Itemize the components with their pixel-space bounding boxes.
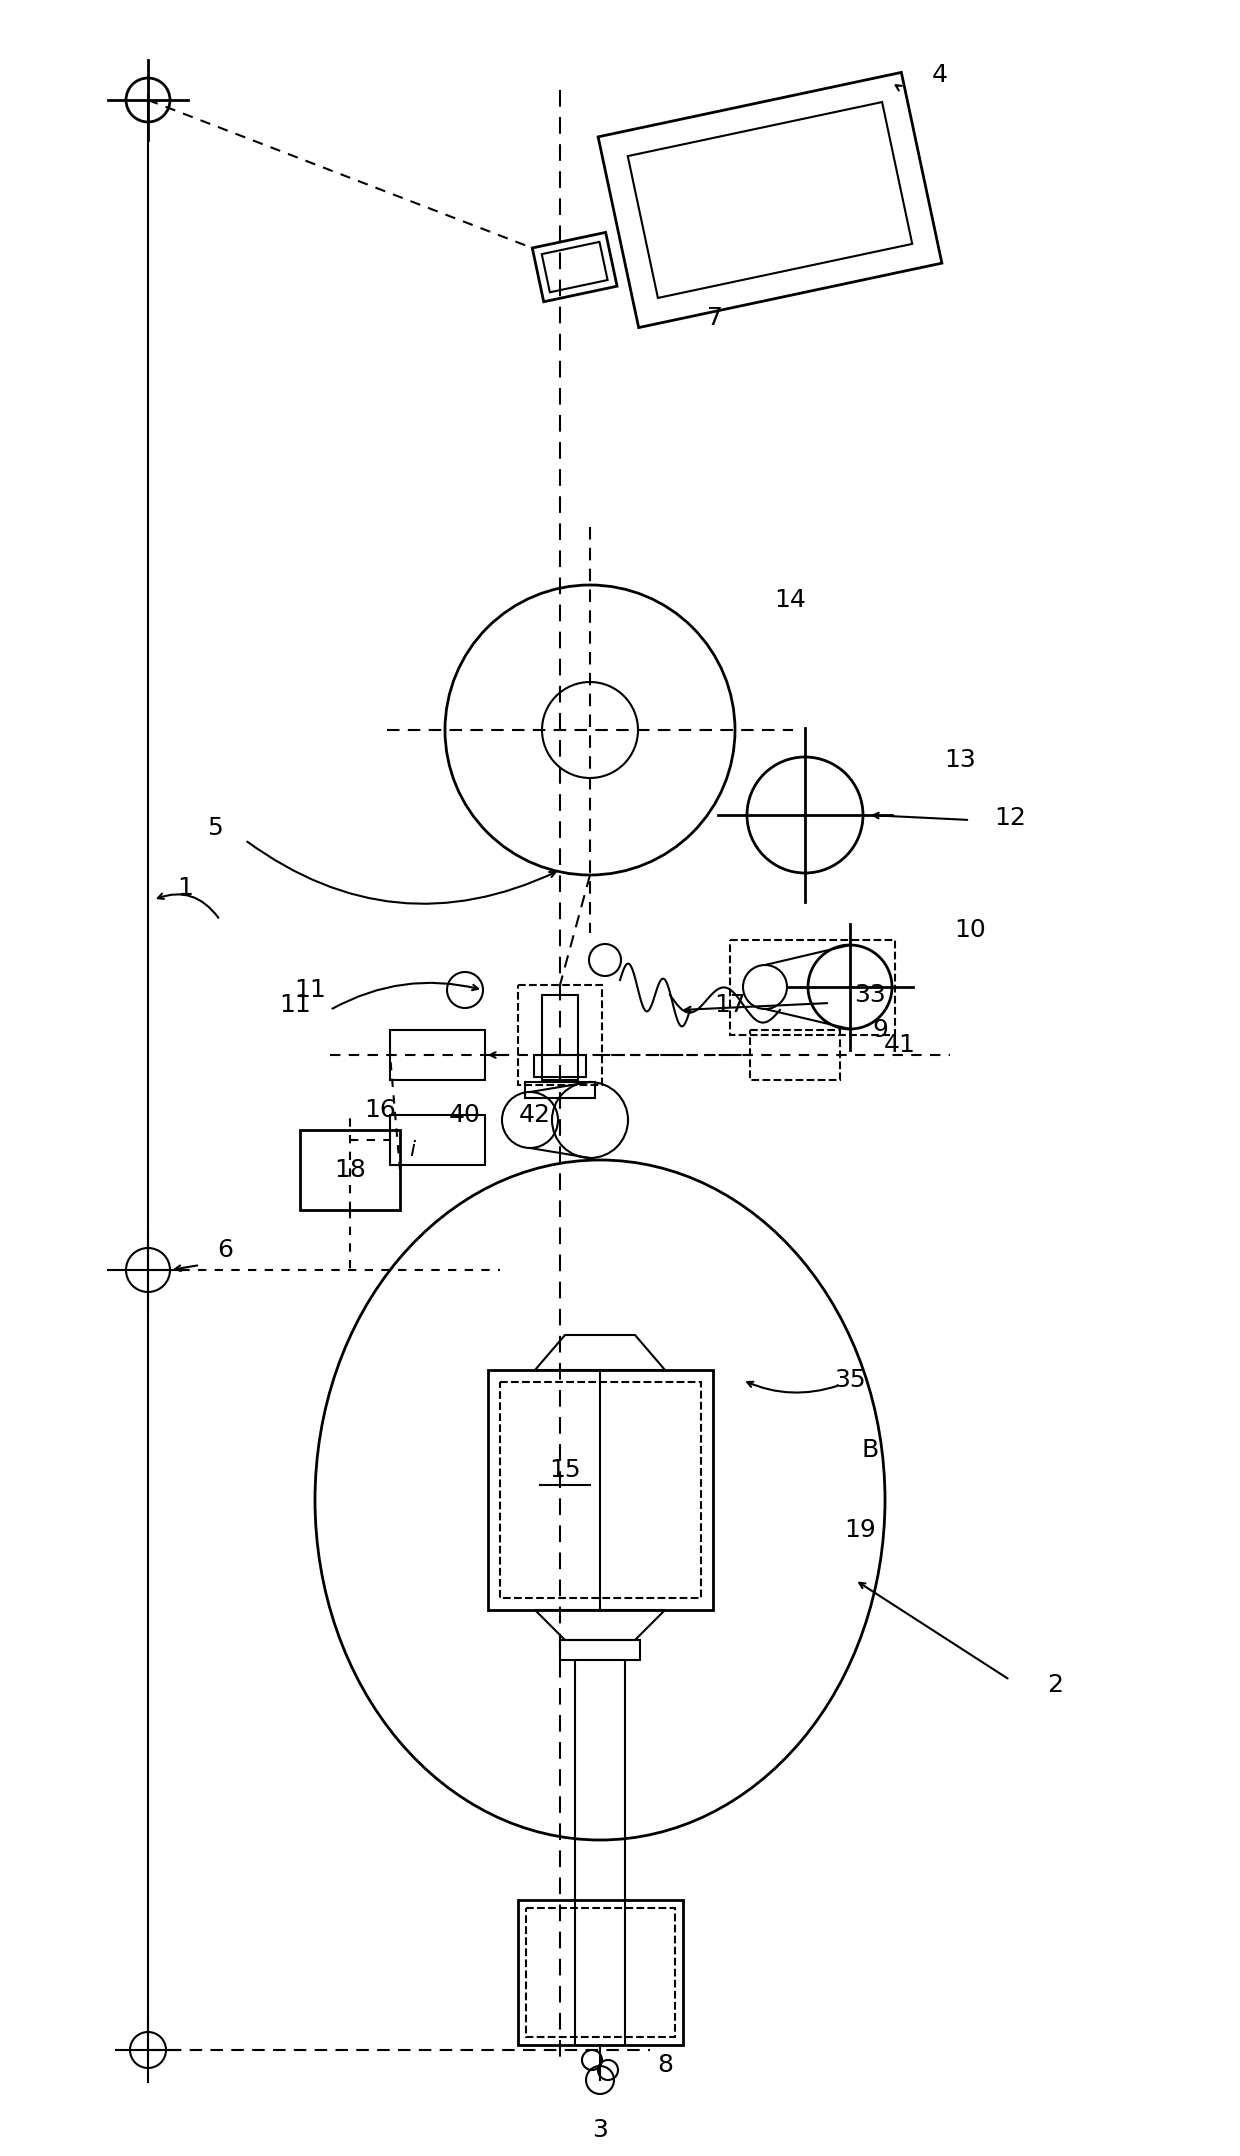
Text: 41: 41 xyxy=(884,1033,916,1056)
Text: 1: 1 xyxy=(177,875,193,899)
Text: i: i xyxy=(409,1141,415,1160)
Bar xyxy=(518,985,601,1084)
Text: 11: 11 xyxy=(294,979,326,1003)
Text: 33: 33 xyxy=(854,983,885,1007)
Text: 13: 13 xyxy=(944,748,976,772)
Bar xyxy=(542,996,578,1080)
Text: 42: 42 xyxy=(520,1104,551,1128)
Text: 14: 14 xyxy=(774,589,806,612)
Bar xyxy=(391,1031,485,1080)
Text: 7: 7 xyxy=(707,306,723,330)
Text: 8: 8 xyxy=(657,2053,673,2076)
Text: 18: 18 xyxy=(334,1158,366,1181)
Bar xyxy=(534,1054,587,1078)
Text: 12: 12 xyxy=(994,806,1025,830)
Bar xyxy=(730,940,895,1035)
Bar xyxy=(560,1641,640,1660)
Text: B: B xyxy=(862,1438,879,1462)
Text: 19: 19 xyxy=(844,1518,875,1542)
Bar xyxy=(300,1130,401,1210)
Bar xyxy=(500,1382,701,1598)
Bar xyxy=(525,1082,595,1097)
Text: 40: 40 xyxy=(449,1104,481,1128)
Bar xyxy=(489,1369,713,1611)
Text: 15: 15 xyxy=(549,1457,580,1481)
Bar xyxy=(526,1908,675,2037)
Text: 5: 5 xyxy=(207,815,223,841)
Text: 16: 16 xyxy=(365,1097,396,1121)
Bar xyxy=(518,1899,683,2046)
Text: 3: 3 xyxy=(591,2117,608,2143)
Text: 10: 10 xyxy=(954,918,986,942)
Text: 11: 11 xyxy=(279,994,311,1018)
Text: 4: 4 xyxy=(932,63,949,86)
Text: 9: 9 xyxy=(872,1018,888,1041)
Text: 35: 35 xyxy=(835,1369,866,1393)
Bar xyxy=(750,1031,839,1080)
Text: 6: 6 xyxy=(217,1238,233,1261)
Bar xyxy=(391,1115,485,1164)
Text: 2: 2 xyxy=(1047,1673,1063,1697)
Text: 17: 17 xyxy=(714,994,746,1018)
